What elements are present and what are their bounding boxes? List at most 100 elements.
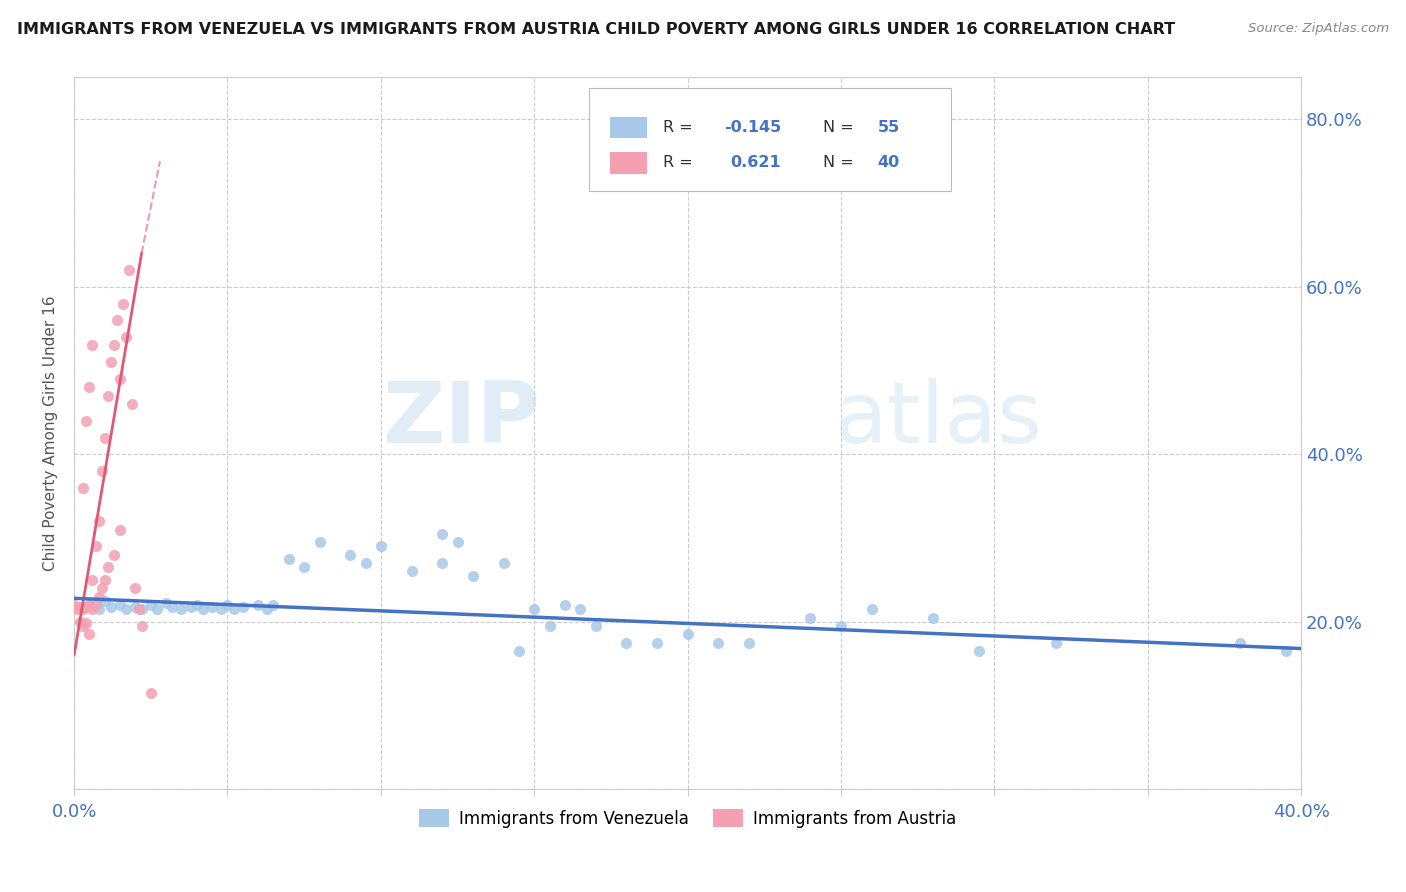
Point [922, 610, 945, 624]
Point [84, 598, 107, 612]
Point [538, 619, 561, 633]
Point [108, 523, 131, 537]
Point [738, 635, 761, 649]
Point [139, 598, 162, 612]
Point [87, 590, 110, 604]
Text: ZIP: ZIP [382, 377, 540, 460]
Point [432, 556, 454, 570]
Point [79, 598, 101, 612]
Point [232, 599, 254, 614]
Point [94, 573, 117, 587]
Point [90, 464, 112, 478]
Point [523, 602, 546, 616]
Point [108, 372, 131, 386]
Point [1275, 644, 1298, 658]
Point [676, 627, 699, 641]
Point [66, 602, 89, 616]
Point [131, 602, 153, 616]
Point [82, 573, 104, 587]
Point [256, 602, 278, 616]
FancyBboxPatch shape [610, 153, 647, 174]
Point [585, 619, 607, 633]
Point [339, 548, 361, 562]
Point [967, 644, 990, 658]
Point [97, 389, 120, 403]
FancyBboxPatch shape [610, 117, 647, 138]
Point [492, 556, 515, 570]
Point [446, 535, 468, 549]
Point [115, 602, 138, 616]
Point [121, 397, 143, 411]
Point [82, 338, 104, 352]
Point [569, 602, 592, 616]
Text: R =: R = [664, 120, 697, 135]
Point [508, 644, 530, 658]
Y-axis label: Child Poverty Among Girls Under 16: Child Poverty Among Girls Under 16 [44, 295, 58, 571]
Text: IMMIGRANTS FROM VENEZUELA VS IMMIGRANTS FROM AUSTRIA CHILD POVERTY AMONG GIRLS U: IMMIGRANTS FROM VENEZUELA VS IMMIGRANTS … [17, 22, 1175, 37]
Point [830, 619, 852, 633]
Point [247, 598, 270, 612]
Point [401, 565, 423, 579]
Point [100, 599, 122, 614]
Point [162, 599, 184, 614]
Point [263, 598, 285, 612]
Point [82, 602, 104, 616]
Point [79, 598, 101, 612]
Point [94, 594, 117, 608]
Point [146, 602, 169, 616]
Point [124, 581, 146, 595]
Text: R =: R = [664, 155, 697, 170]
Point [201, 599, 224, 614]
Point [554, 598, 576, 612]
Text: 40: 40 [877, 155, 900, 170]
Text: N =: N = [823, 120, 859, 135]
Point [354, 556, 377, 570]
Point [222, 602, 245, 616]
Point [63, 598, 86, 612]
Point [79, 380, 101, 394]
Point [1229, 635, 1251, 649]
FancyBboxPatch shape [589, 88, 952, 191]
Point [75, 414, 97, 428]
Point [614, 635, 637, 649]
Text: -0.145: -0.145 [724, 120, 782, 135]
Point [100, 355, 122, 369]
Point [108, 598, 131, 612]
Point [84, 540, 107, 554]
Point [277, 552, 299, 566]
Point [180, 599, 202, 614]
Point [115, 330, 138, 344]
Point [69, 599, 91, 614]
Point [103, 548, 125, 562]
Point [87, 514, 110, 528]
Point [118, 263, 141, 277]
Point [170, 602, 193, 616]
Text: atlas: atlas [835, 377, 1043, 460]
Point [799, 610, 821, 624]
Point [72, 481, 94, 495]
Point [155, 596, 177, 610]
Point [645, 635, 668, 649]
Point [79, 627, 101, 641]
Point [87, 602, 110, 616]
Point [105, 313, 128, 327]
Point [1045, 635, 1067, 649]
Point [124, 599, 146, 614]
Text: 55: 55 [877, 120, 900, 135]
Point [191, 602, 214, 616]
Point [860, 602, 883, 616]
Point [103, 338, 125, 352]
Point [75, 616, 97, 631]
Point [308, 535, 330, 549]
Point [97, 560, 120, 574]
Point [112, 296, 135, 310]
Point [128, 602, 150, 616]
Point [131, 619, 153, 633]
Point [707, 635, 730, 649]
Point [90, 581, 112, 595]
Point [72, 602, 94, 616]
Text: Source: ZipAtlas.com: Source: ZipAtlas.com [1249, 22, 1389, 36]
Point [69, 615, 91, 629]
Point [461, 568, 484, 582]
Point [139, 686, 162, 700]
